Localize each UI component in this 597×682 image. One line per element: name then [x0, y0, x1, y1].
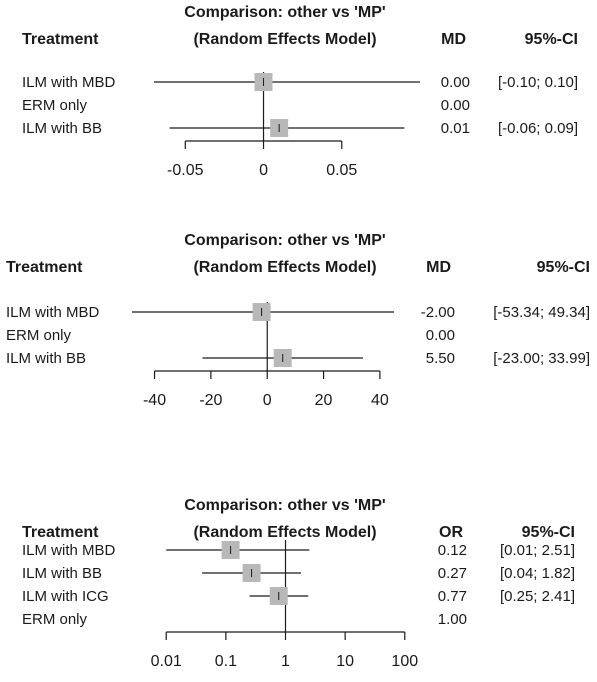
row-label: ILM with BB — [6, 350, 86, 367]
row-effect: 0.01 — [441, 120, 470, 137]
panel-title: Comparison: other vs 'MP' — [184, 232, 385, 249]
row-ci: [-53.34; 49.34] — [493, 304, 590, 321]
header-ci: 95%-CI — [522, 524, 575, 541]
x-tick-label: 20 — [315, 392, 333, 409]
row-label: ERM only — [6, 327, 72, 344]
header-treatment: Treatment — [22, 524, 99, 541]
row-effect: 0.00 — [441, 97, 470, 114]
x-tick-label: 0 — [259, 162, 268, 179]
row-effect: 5.50 — [426, 350, 455, 367]
row-effect: 0.12 — [438, 542, 467, 559]
x-tick-label: 40 — [371, 392, 389, 409]
x-tick-label: -0.05 — [167, 162, 204, 179]
x-tick-label: -40 — [143, 392, 166, 409]
x-tick-label: 1 — [281, 653, 290, 670]
row-ci: [0.25; 2.41] — [500, 588, 575, 605]
x-tick-label: 100 — [391, 653, 418, 670]
forest-panel-2: Comparison: other vs 'MP' (Random Effects… — [6, 232, 590, 409]
row-ci: [-0.06; 0.09] — [498, 120, 578, 137]
row-label: ILM with MBD — [6, 304, 100, 321]
x-tick-label: 0.01 — [151, 653, 182, 670]
header-effect: OR — [439, 524, 463, 541]
row-label: ILM with MBD — [22, 542, 116, 559]
header-effect: MD — [426, 259, 451, 276]
header-ci: 95%-CI — [525, 31, 578, 48]
row-effect: 0.00 — [426, 327, 455, 344]
row-effect: -2.00 — [421, 304, 455, 321]
row-label: ILM with BB — [22, 120, 102, 137]
row-label: ERM only — [22, 97, 88, 114]
row-ci: [-23.00; 33.99] — [493, 350, 590, 367]
x-tick-label: 10 — [336, 653, 354, 670]
header-treatment: Treatment — [6, 259, 83, 276]
header-ci: 95%-CI — [537, 259, 590, 276]
row-effect: 0.27 — [438, 565, 467, 582]
row-label: ILM with ICG — [22, 588, 109, 605]
header-treatment: Treatment — [22, 31, 99, 48]
row-label: ILM with BB — [22, 565, 102, 582]
header-effect: MD — [441, 31, 466, 48]
panel-subtitle: (Random Effects Model) — [193, 259, 376, 276]
panel-title: Comparison: other vs 'MP' — [184, 4, 385, 21]
panel-subtitle: (Random Effects Model) — [193, 524, 376, 541]
row-ci: [0.01; 2.51] — [500, 542, 575, 559]
row-ci: [-0.10; 0.10] — [498, 74, 578, 91]
x-tick-label: 0.1 — [215, 653, 237, 670]
row-label: ERM only — [22, 611, 88, 628]
x-tick-label: 0 — [263, 392, 272, 409]
panel-subtitle: (Random Effects Model) — [193, 31, 376, 48]
forest-panel-3: Comparison: other vs 'MP' (Random Effects… — [22, 497, 575, 670]
x-tick-label: -20 — [199, 392, 222, 409]
row-effect: 0.00 — [441, 74, 470, 91]
row-effect: 0.77 — [438, 588, 467, 605]
forest-panel-1: Comparison: other vs 'MP' (Random Effects… — [22, 4, 578, 179]
row-effect: 1.00 — [438, 611, 467, 628]
row-label: ILM with MBD — [22, 74, 116, 91]
row-ci: [0.04; 1.82] — [500, 565, 575, 582]
panel-title: Comparison: other vs 'MP' — [184, 497, 385, 514]
x-tick-label: 0.05 — [326, 162, 357, 179]
